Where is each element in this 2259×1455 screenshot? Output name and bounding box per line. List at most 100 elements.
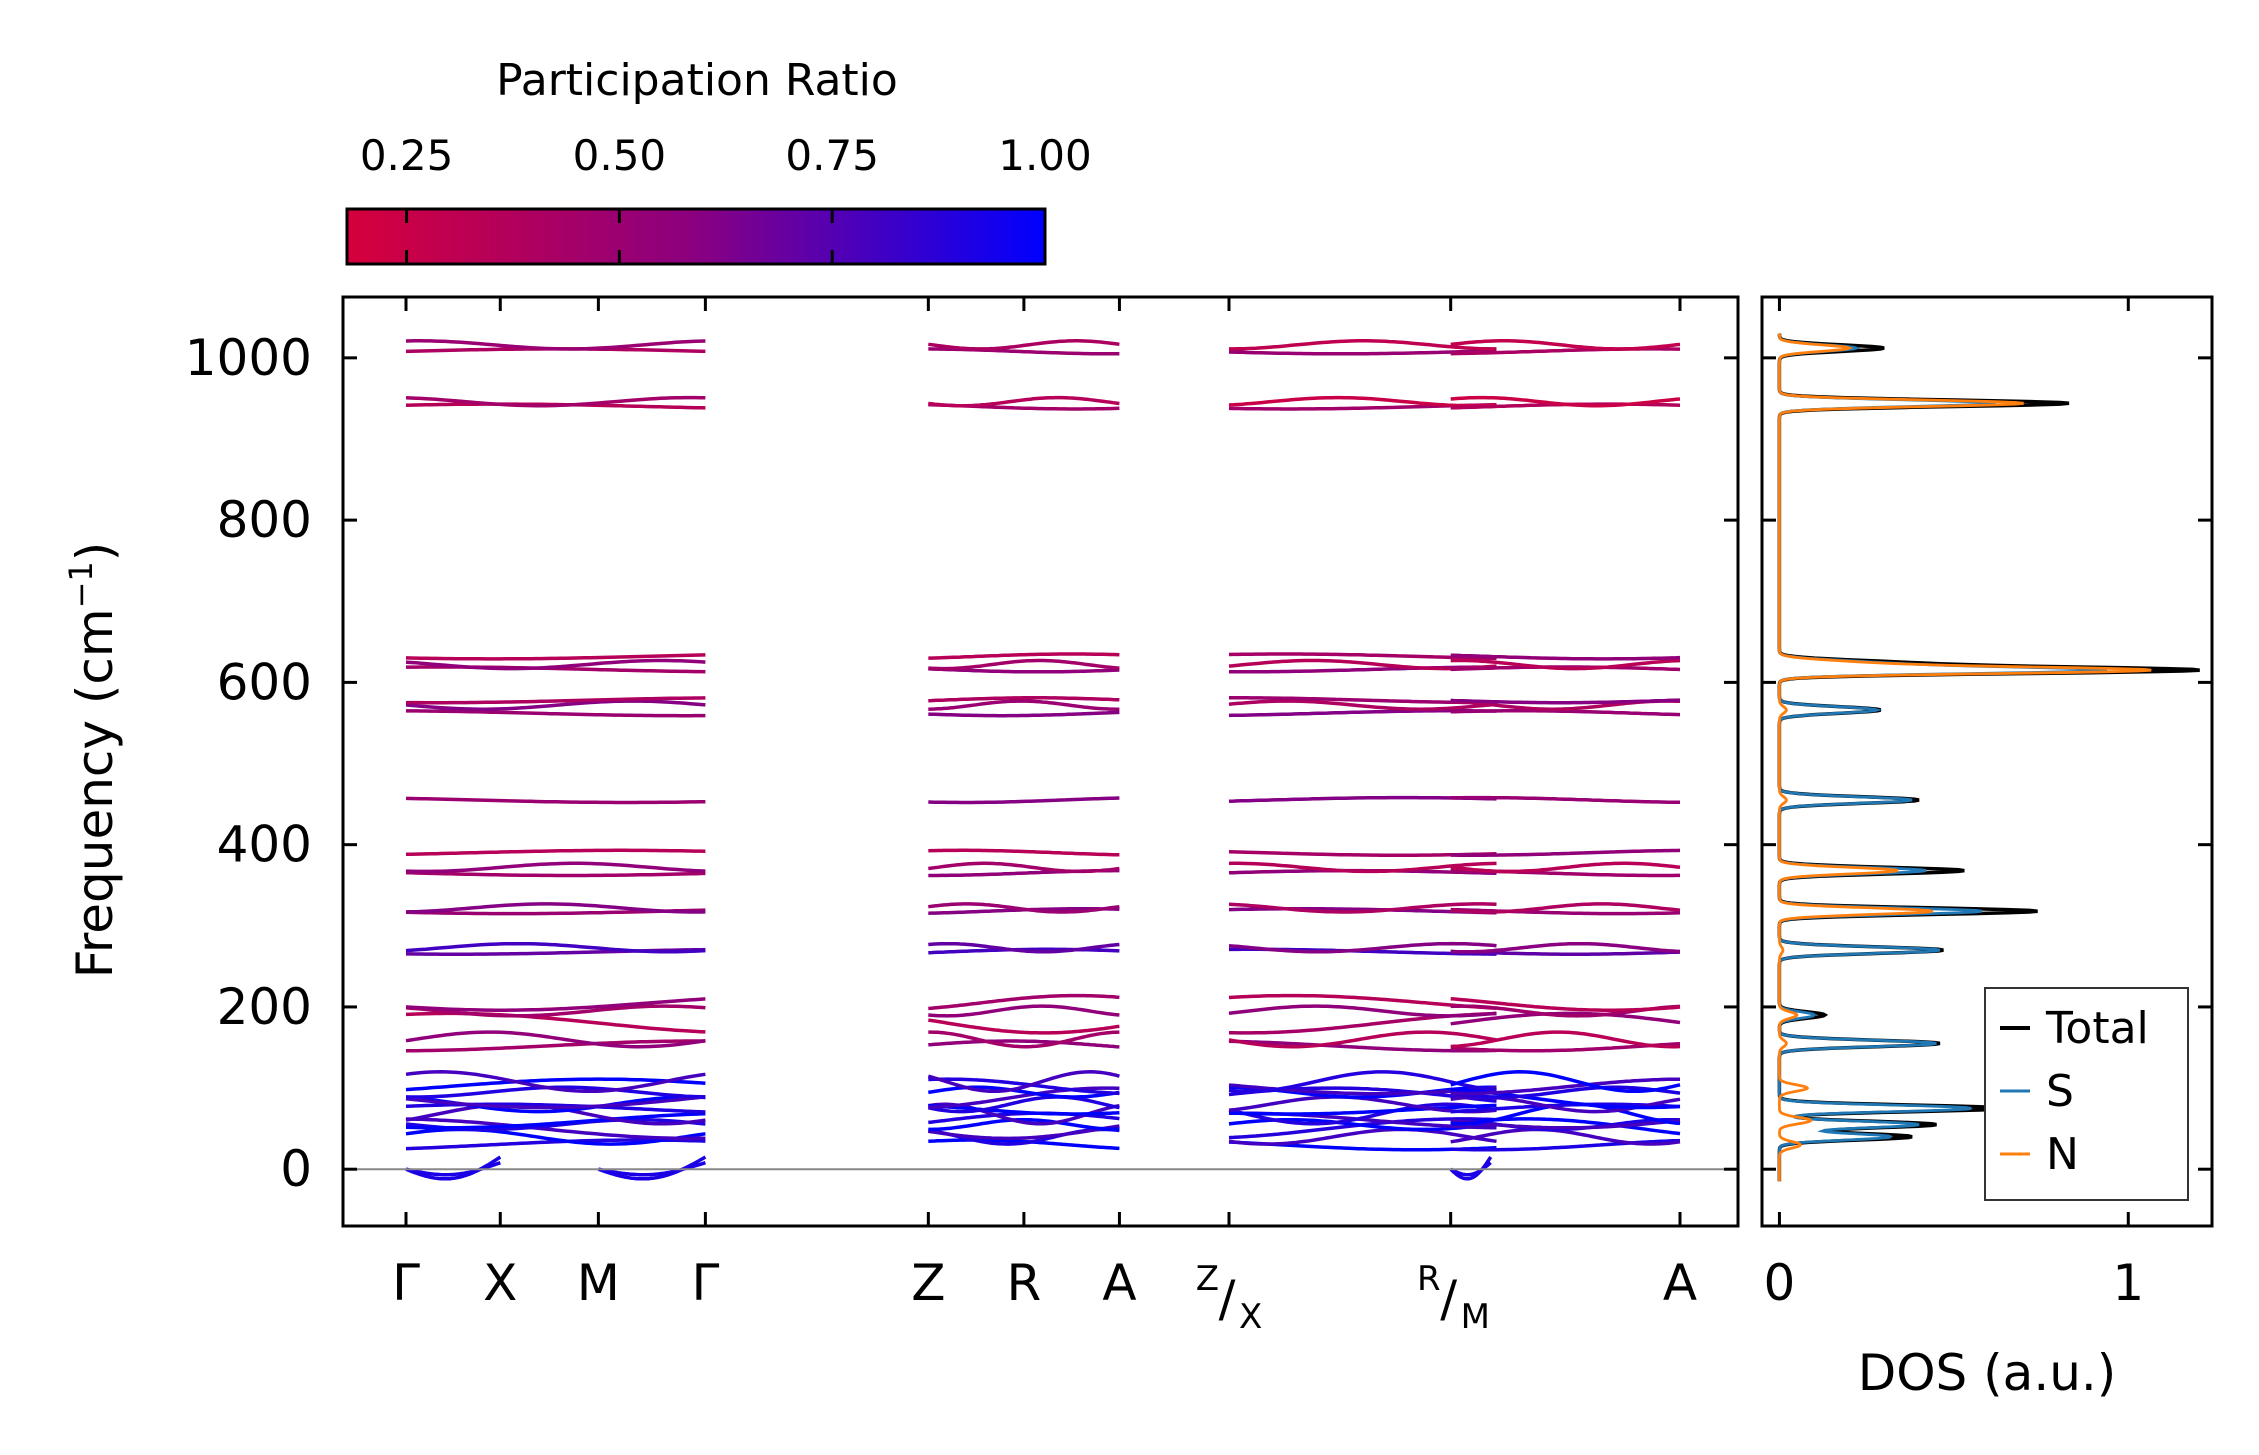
band-line <box>1228 652 1497 661</box>
colorbar-tick-labels: 0.25 0.50 0.75 1.00 <box>360 131 1092 180</box>
band-line <box>1228 699 1497 711</box>
y-tick-labels: 0 200 400 600 800 1000 <box>185 329 312 1198</box>
band-line <box>405 1112 706 1130</box>
band-line <box>1450 848 1681 857</box>
band-line <box>928 848 1120 857</box>
colorbar-tick-label: 0.50 <box>573 131 667 180</box>
band-line <box>928 1117 1120 1132</box>
band-line <box>928 347 1120 356</box>
band-line <box>406 1039 706 1053</box>
kpoint-label-bottom: X <box>1239 1297 1262 1337</box>
y-tick-label: 400 <box>217 816 312 874</box>
band-line <box>928 1004 1120 1018</box>
band-line <box>1228 1103 1497 1116</box>
y-tick-label: 200 <box>217 978 312 1036</box>
band-line <box>1450 709 1681 717</box>
kpoint-label: Z <box>911 1254 945 1312</box>
kpoint-label: X <box>483 1254 517 1312</box>
band-line <box>928 1086 1120 1110</box>
band-line <box>1228 1030 1497 1049</box>
band-line <box>405 1077 706 1092</box>
band-line <box>1450 395 1681 408</box>
band-line <box>405 861 706 874</box>
band-line <box>928 1103 1120 1116</box>
kpoint-label: A <box>1663 1254 1697 1312</box>
band-line <box>928 699 1120 711</box>
kpoint-label-top: R <box>1417 1259 1441 1299</box>
kpoint-label: Γ <box>392 1254 420 1312</box>
band-line <box>1228 941 1497 954</box>
band-line <box>405 941 706 954</box>
legend-items: Total SN <box>2000 1003 2149 1180</box>
dos-x-tick-label: 1 <box>2112 1254 2144 1312</box>
y-axis-label: Frequency (cm−1) <box>62 542 124 979</box>
kpoint-label: Z / X <box>1196 1259 1263 1337</box>
band-lines <box>405 339 1681 1181</box>
kpoint-label: R / M <box>1417 1259 1490 1337</box>
band-line <box>405 395 706 408</box>
dos-series-n <box>1778 333 2152 1182</box>
band-line <box>405 848 706 857</box>
band-line <box>1450 1030 1681 1049</box>
band-line <box>1450 653 1681 661</box>
colorbar-gradient <box>345 207 1047 266</box>
band-line <box>1228 395 1497 408</box>
dos-x-tick-label: 0 <box>1764 1254 1796 1312</box>
band-line <box>1450 1077 1680 1096</box>
band-line <box>405 699 706 711</box>
legend-box <box>1984 987 2189 1201</box>
dos-frame <box>1760 295 2214 1228</box>
band-line <box>1450 658 1681 671</box>
colorbar-tick-label: 0.75 <box>785 131 879 180</box>
band-line <box>405 1004 706 1018</box>
band-line <box>928 1085 1120 1099</box>
band-line <box>1228 1070 1497 1094</box>
band-line <box>1450 1041 1681 1053</box>
band-line <box>1450 1085 1681 1099</box>
dos-legend: Total SN <box>1984 987 2189 1201</box>
band-line <box>1228 1127 1497 1146</box>
acoustic-band-line <box>405 1161 501 1177</box>
colorbar: Participation Ratio 0.25 0.50 0.75 1.00 <box>345 55 1092 266</box>
band-line <box>1228 1004 1497 1018</box>
band-line <box>405 997 706 1012</box>
band-line <box>928 667 1120 674</box>
band-line <box>1450 339 1681 351</box>
band-line <box>928 861 1120 874</box>
band-line <box>928 395 1120 408</box>
band-line <box>928 710 1120 718</box>
band-line <box>928 941 1120 954</box>
band-line <box>405 1070 706 1094</box>
colorbar-ticks <box>405 209 1047 264</box>
band-line <box>1450 949 1681 956</box>
acoustic-band-line <box>598 1161 706 1177</box>
band-line <box>928 1124 1120 1141</box>
y-tick-label: 0 <box>280 1140 312 1198</box>
band-line <box>928 1077 1120 1096</box>
band-line <box>928 652 1120 660</box>
band-line <box>1450 996 1681 1012</box>
y-axis-label-exponent: −1 <box>62 561 100 608</box>
kpath-labels: Γ X M Γ Z R A Z / XR / MA <box>392 1254 1697 1337</box>
acoustic-band-line <box>1449 1161 1492 1177</box>
band-line <box>928 1030 1120 1049</box>
kpoint-label-slash: / <box>1440 1270 1457 1328</box>
band-line <box>405 1095 706 1110</box>
y-axis-label-main: Frequency (cm <box>66 608 124 978</box>
band-line <box>406 709 706 718</box>
kpoint-label: A <box>1102 1254 1136 1312</box>
kpoint-label: M <box>577 1254 620 1312</box>
band-line <box>927 1070 1120 1094</box>
band-line <box>406 696 706 705</box>
band-line <box>928 993 1120 1011</box>
legend-label: N <box>2046 1129 2079 1180</box>
colorbar-tick-label: 1.00 <box>998 131 1092 180</box>
kpoint-label-bottom: M <box>1461 1297 1490 1337</box>
kpoint-label: R <box>1007 1254 1042 1312</box>
band-line <box>1229 339 1497 351</box>
band-line <box>405 796 706 805</box>
band-line <box>1228 1039 1497 1053</box>
